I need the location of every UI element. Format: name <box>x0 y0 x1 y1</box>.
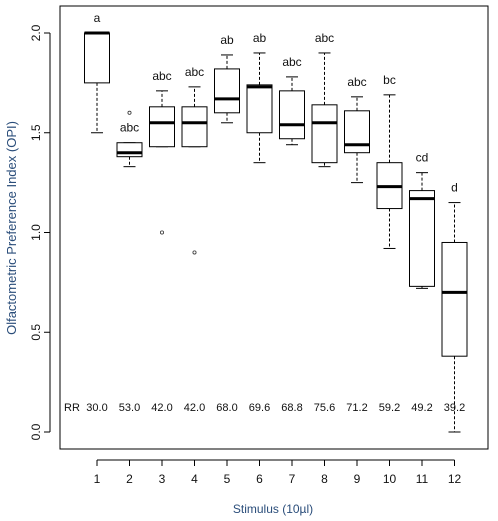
rr-label: RR <box>64 402 80 414</box>
box-2 <box>116 110 143 168</box>
y-tick-label: 1.0 <box>29 224 43 241</box>
box-5 <box>214 54 240 124</box>
significance-letter: abc <box>185 65 204 79</box>
rr-value: 42.0 <box>184 402 205 414</box>
rr-row: RR 30.0 53.0 42.0 42.0 68.0 69.6 68.8 75.6 71.2 5… <box>64 402 465 414</box>
plot-frame <box>59 5 489 450</box>
x-tick-label: 10 <box>383 472 397 486</box>
significance-letter: cd <box>416 151 429 165</box>
x-tick-label: 12 <box>448 472 462 486</box>
rr-value: 59.2 <box>379 402 400 414</box>
outlier-point <box>192 250 197 255</box>
y-tick-label: 0.0 <box>29 423 43 440</box>
x-tick-label: 6 <box>256 472 263 486</box>
rr-value: 30.0 <box>86 402 107 414</box>
x-tick-label: 8 <box>321 472 328 486</box>
x-tick-label: 9 <box>354 472 361 486</box>
significance-letter: ab <box>220 33 234 47</box>
rr-value: 68.0 <box>216 402 237 414</box>
box-10 <box>376 94 403 249</box>
rr-value: 39.2 <box>444 402 465 414</box>
box-body <box>279 90 305 140</box>
box-body <box>311 104 338 164</box>
x-tick-label: 11 <box>416 472 429 486</box>
rr-value: 49.2 <box>411 402 432 414</box>
x-axis-label: Stimulus (10µl) <box>233 502 313 516</box>
box-body <box>116 142 143 158</box>
box-body <box>84 32 110 84</box>
x-axis: 1 2 3 4 5 6 7 8 9 10 11 12 <box>94 459 462 486</box>
rr-value: 75.6 <box>314 402 335 414</box>
significance-letter: a <box>94 11 101 25</box>
outlier-point <box>127 110 132 115</box>
box-body <box>149 106 175 148</box>
box-9 <box>344 96 370 184</box>
box-8 <box>311 52 338 168</box>
box-body <box>181 106 208 148</box>
box-body <box>441 241 468 357</box>
box-6 <box>246 52 273 164</box>
rr-value: 71.2 <box>346 402 367 414</box>
box-4 <box>181 86 208 255</box>
y-tick-label: 2.0 <box>29 24 43 41</box>
y-axis-label: Olfactometric Preference Index (OPI) <box>4 121 19 335</box>
y-tick-label: 1.5 <box>29 124 43 141</box>
box-3 <box>149 90 175 235</box>
box-body <box>344 110 370 154</box>
x-tick-label: 7 <box>289 472 296 486</box>
significance-letter: bc <box>383 73 396 87</box>
y-axis: 0.0 0.5 1.0 1.5 2.0 <box>29 24 51 440</box>
significance-letter: abc <box>152 69 171 83</box>
box-1 <box>84 31 110 134</box>
x-tick-label: 5 <box>224 472 231 486</box>
significance-letter: abc <box>120 121 139 135</box>
significance-letter: d <box>451 181 458 195</box>
x-tick-label: 1 <box>94 472 101 486</box>
significance-letter: abc <box>347 75 366 89</box>
x-tick-label: 4 <box>191 472 198 486</box>
box-body <box>409 190 435 287</box>
outlier-point <box>159 230 164 235</box>
box-body <box>246 84 273 134</box>
box-body <box>214 68 240 114</box>
rr-value: 42.0 <box>151 402 172 414</box>
x-tick-label: 3 <box>159 472 166 486</box>
rr-value: 69.6 <box>249 402 270 414</box>
box-7 <box>279 76 305 146</box>
significance-letter: abc <box>282 55 301 69</box>
significance-letter: abc <box>315 31 334 45</box>
rr-value: 68.8 <box>281 402 302 414</box>
boxes-group <box>84 31 468 433</box>
y-tick-label: 0.5 <box>29 324 43 341</box>
rr-value: 53.0 <box>119 402 140 414</box>
significance-letter: ab <box>253 31 267 45</box>
box-11 <box>409 172 435 289</box>
x-tick-label: 2 <box>126 472 133 486</box>
box-12 <box>441 202 468 433</box>
